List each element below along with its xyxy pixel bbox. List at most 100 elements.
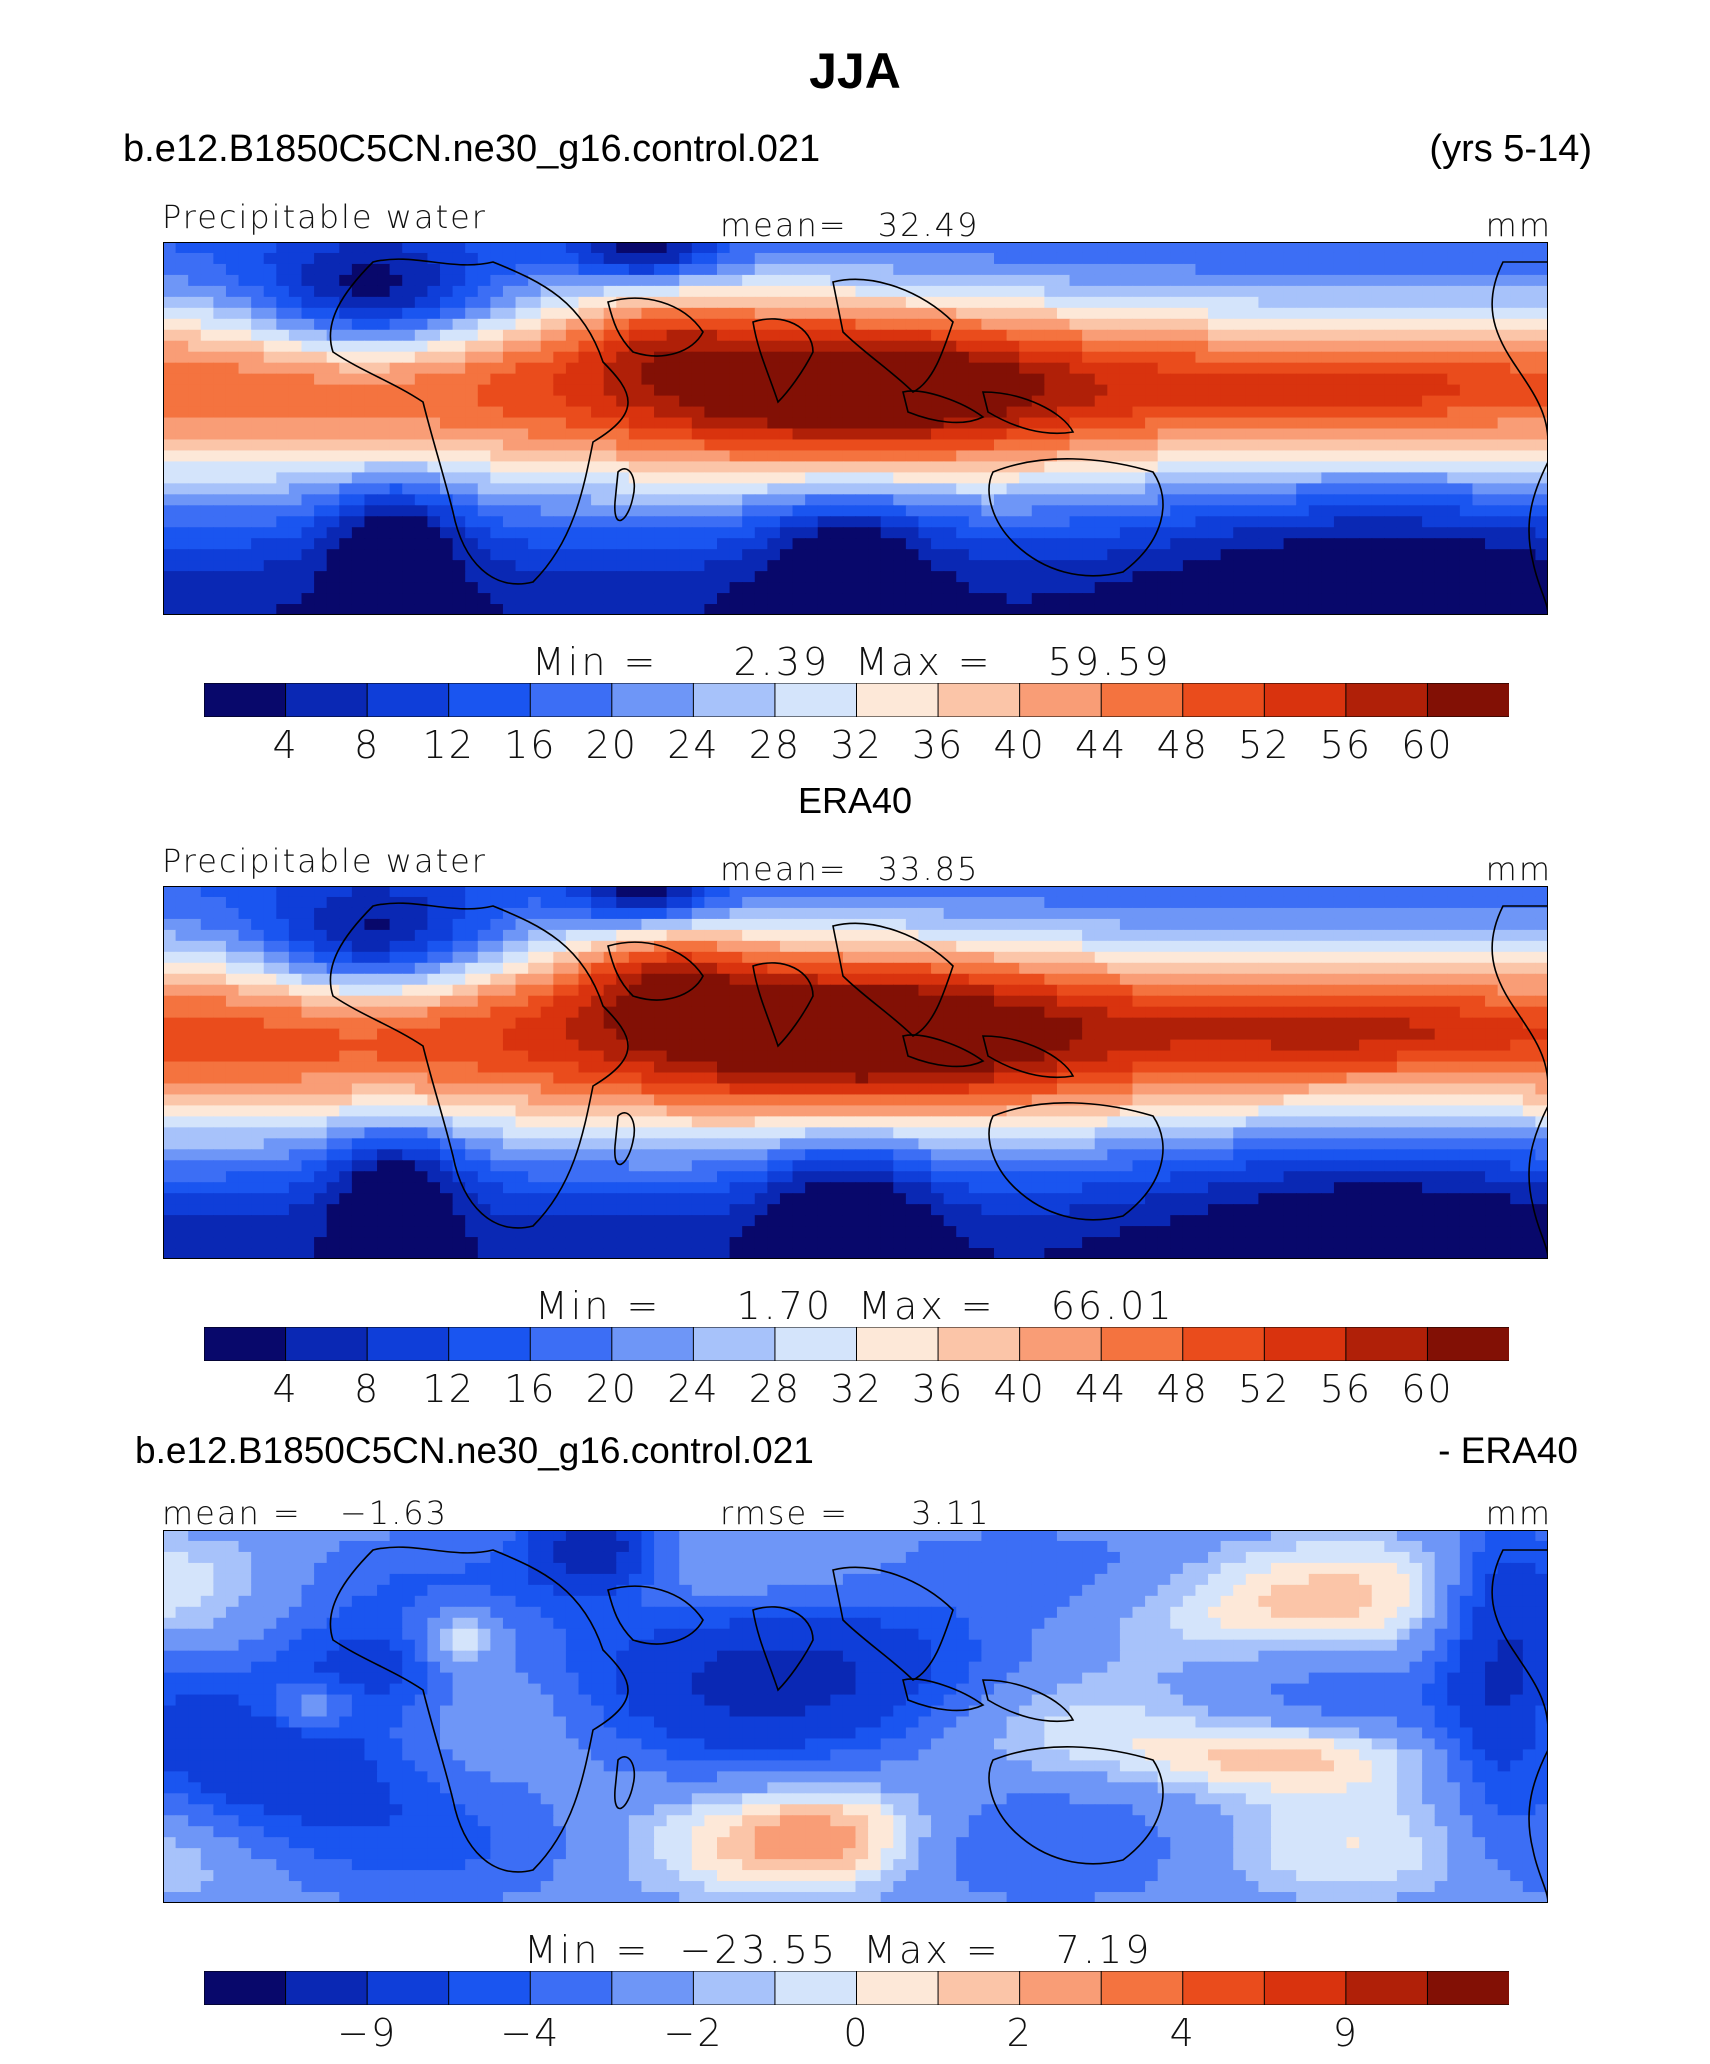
field-cell: [880, 918, 894, 931]
field-cell: [1459, 340, 1474, 353]
field-cell: [238, 962, 252, 975]
field-cell: [314, 886, 328, 898]
field-cell: [314, 995, 328, 1008]
field-cell: [263, 351, 277, 364]
field-cell: [339, 918, 353, 931]
field-cell: [754, 538, 768, 550]
field-cell: [704, 242, 718, 254]
field-cell: [1019, 439, 1033, 452]
field-cell: [1409, 351, 1423, 364]
colorbar-swatch: [611, 683, 695, 717]
field-cell: [1321, 373, 1335, 386]
field-cell: [251, 527, 265, 539]
field-cell: [402, 263, 416, 276]
field-cell: [628, 461, 643, 473]
field-cell: [1195, 318, 1209, 331]
field-cell: [225, 318, 240, 331]
field-cell: [1132, 472, 1146, 484]
field-cell: [225, 918, 240, 931]
field-cell: [981, 896, 995, 909]
field-cell: [1510, 274, 1524, 287]
field-cell: [994, 461, 1008, 473]
field-cell: [389, 571, 403, 583]
field-cell: [1321, 516, 1335, 528]
field-cell: [1472, 395, 1486, 408]
field-cell: [918, 560, 932, 572]
field-cell: [868, 516, 882, 528]
field-cell: [729, 571, 743, 583]
field-cell: [326, 995, 340, 1008]
field-cell: [515, 472, 529, 484]
field-cell: [1271, 918, 1285, 931]
field-cell: [691, 951, 706, 964]
field-cell: [1308, 461, 1322, 473]
field-cell: [377, 450, 391, 463]
field-cell: [314, 340, 328, 353]
field-cell: [1384, 252, 1398, 265]
field-cell: [943, 329, 957, 342]
field-cell: [477, 951, 491, 964]
field-cell: [704, 406, 718, 419]
field-cell: [1409, 951, 1423, 964]
field-cell: [717, 896, 731, 909]
field-cell: [377, 242, 391, 254]
field-cell: [1233, 351, 1247, 364]
field-cell: [1195, 340, 1209, 353]
field-cell: [1056, 604, 1071, 615]
field-cell: [1384, 571, 1398, 583]
field-cell: [603, 571, 617, 583]
field-cell: [994, 351, 1008, 364]
field-cell: [339, 351, 353, 364]
field-cell: [477, 252, 491, 265]
field-cell: [679, 984, 693, 997]
field-cell: [1283, 973, 1297, 986]
field-cell: [1082, 560, 1096, 572]
field-cell: [1056, 973, 1071, 986]
field-cell: [729, 340, 743, 353]
field-cell: [1346, 274, 1360, 287]
field-cell: [427, 329, 441, 342]
field-cell: [830, 538, 844, 550]
field-cell: [742, 560, 756, 572]
field-cell: [578, 907, 592, 920]
field-cell: [1296, 472, 1310, 484]
field-cell: [968, 428, 983, 441]
field-cell: [1296, 538, 1310, 550]
field-cell: [1006, 918, 1020, 931]
field-cell: [830, 984, 844, 997]
field-cell: [842, 907, 857, 920]
field-cell: [943, 274, 957, 287]
field-cell: [855, 984, 869, 997]
field-cell: [414, 351, 429, 364]
field-cell: [578, 263, 592, 276]
field-cell: [502, 940, 517, 953]
field-cell: [842, 417, 857, 430]
field-cell: [641, 549, 655, 561]
field-cell: [679, 582, 693, 594]
field-cell: [1535, 516, 1548, 528]
field-cell: [414, 995, 429, 1008]
field-cell: [805, 242, 819, 254]
field-cell: [1510, 307, 1524, 320]
field-cell: [603, 962, 617, 975]
field-cell: [238, 417, 252, 430]
colorbar-tick-label: 28: [749, 723, 801, 766]
field-cell: [377, 483, 391, 495]
field-cell: [1447, 549, 1461, 561]
field-cell: [377, 340, 391, 353]
field-cell: [893, 560, 907, 572]
field-cell: [540, 472, 554, 484]
field-cell: [427, 984, 441, 997]
field-cell: [440, 439, 454, 452]
field-cell: [528, 395, 542, 408]
field-cell: [427, 973, 441, 986]
field-cell: [679, 242, 693, 254]
field-cell: [1145, 307, 1159, 320]
field-cell: [1145, 973, 1159, 986]
field-cell: [427, 428, 441, 441]
field-cell: [616, 973, 630, 986]
field-cell: [339, 907, 353, 920]
field-cell: [263, 472, 277, 484]
field-cell: [842, 307, 857, 320]
field-cell: [477, 571, 491, 583]
